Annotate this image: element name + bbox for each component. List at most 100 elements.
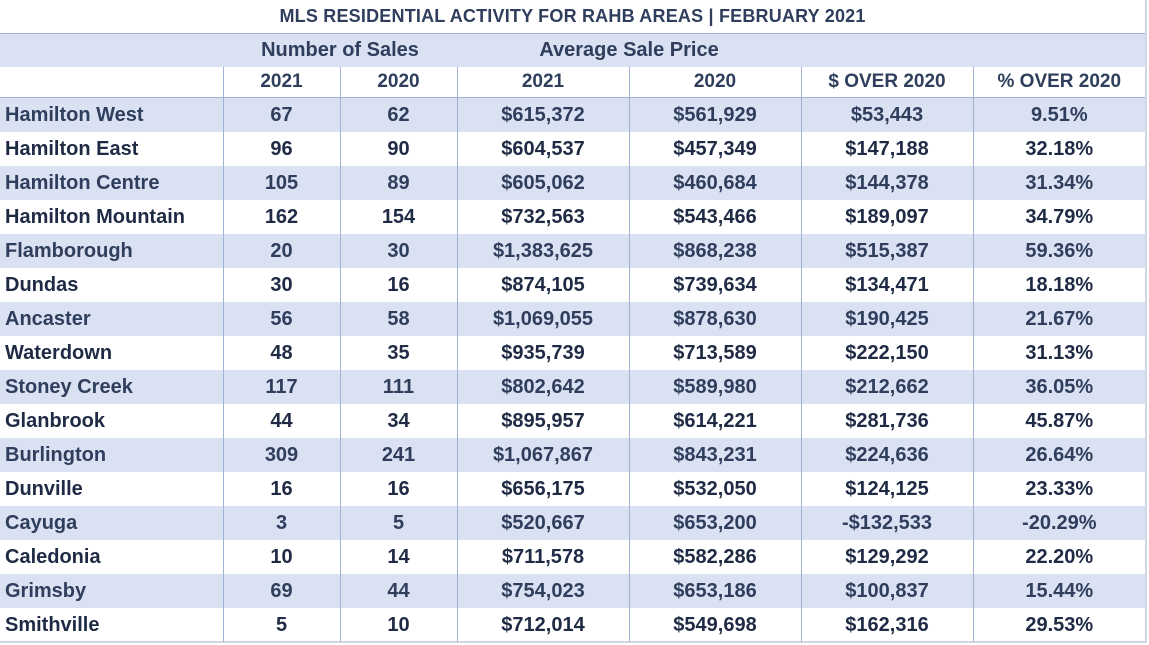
dollar-over-cell: $224,636 <box>800 438 973 472</box>
sales-2021-cell: 44 <box>222 404 340 438</box>
table-row: Flamborough 20 30 $1,383,625 $868,238 $515,38… <box>0 234 1146 268</box>
price-2021-cell: $520,667 <box>456 506 629 540</box>
column-header-price-2021: 2021 <box>456 67 629 98</box>
sales-2020-cell: 62 <box>339 97 457 132</box>
table-row: Burlington 309 241 $1,067,867 $843,231 $224,6… <box>0 438 1146 472</box>
area-cell: Dunville <box>5 477 83 500</box>
table-row: Ancaster 56 58 $1,069,055 $878,630 $190,425 21… <box>0 302 1146 336</box>
price-2021-cell: $605,062 <box>456 166 629 200</box>
column-header-area <box>0 67 223 98</box>
price-2021-cell: $604,537 <box>456 132 629 166</box>
sales-2021-cell: 30 <box>222 268 340 302</box>
group-header-blank <box>973 33 1146 67</box>
price-2020-cell: $713,589 <box>628 336 801 370</box>
area-cell: Hamilton West <box>0 97 223 132</box>
price-2020-cell: $457,349 <box>628 132 801 166</box>
sales-2021-cell: 117 <box>222 370 340 404</box>
percent-over-cell: 23.33% <box>972 472 1146 506</box>
price-2020-cell: $543,466 <box>628 200 801 234</box>
group-header-blank <box>801 33 973 67</box>
dollar-over-cell: $124,125 <box>800 472 973 506</box>
table-row: Hamilton West 67 62 $615,372 $561,929 $53,443… <box>0 97 1146 132</box>
area-cell: Cayuga <box>0 506 223 540</box>
sales-2020-cell: 90 <box>339 132 457 166</box>
table-row: Hamilton Centre 105 89 $605,062 $460,684 $144… <box>0 166 1146 200</box>
dollar-over-cell: $222,150 <box>800 336 973 370</box>
percent-over-cell: 22.20% <box>972 540 1146 574</box>
sales-2020-cell: 5 <box>339 506 457 540</box>
sales-2020-cell: 44 <box>339 574 457 608</box>
area-cell: Hamilton Centre <box>0 166 223 200</box>
table-row: Dunville 16 16 $656,175 $532,050 $124,125 23.3… <box>0 472 1146 506</box>
sales-2020-cell: 30 <box>339 234 457 268</box>
sales-2021-cell: 56 <box>222 302 340 336</box>
table-row: Waterdown 48 35 $935,739 $713,589 $222,150 31.… <box>0 336 1146 370</box>
sales-2021-cell: 67 <box>222 97 340 132</box>
table-row: Glanbrook 44 34 $895,957 $614,221 $281,736 45.… <box>0 404 1146 438</box>
sales-2020-cell: 241 <box>339 438 457 472</box>
table-row: Hamilton Mountain 162 154 $732,563 $543,466 $… <box>0 200 1146 234</box>
percent-over-cell: 15.44% <box>972 574 1146 608</box>
price-2020-cell: $868,238 <box>628 234 801 268</box>
area-cell: Hamilton East <box>5 137 139 160</box>
area-cell: Glanbrook <box>5 409 106 432</box>
dollar-over-cell: $189,097 <box>800 200 973 234</box>
price-2021-cell: $615,372 <box>456 97 629 132</box>
percent-over-cell: 9.51% <box>972 97 1146 132</box>
price-2020-cell: $614,221 <box>628 404 801 438</box>
table-row: Dundas 30 16 $874,105 $739,634 $134,471 18.18% <box>0 268 1146 302</box>
sales-2020-cell: 16 <box>339 472 457 506</box>
area-cell: Burlington <box>0 438 223 472</box>
price-2021-cell: $935,739 <box>456 336 629 370</box>
price-2020-cell: $549,698 <box>628 608 801 642</box>
area-cell: Ancaster <box>0 302 223 336</box>
column-header-row: 2021 2020 2021 2020 $ OVER 2020 % OVER 2… <box>0 67 1146 98</box>
percent-over-cell: 26.64% <box>972 438 1146 472</box>
sales-2020-cell: 10 <box>339 608 457 642</box>
area-cell: Hamilton Mountain <box>5 205 185 228</box>
column-header-sales-2020: 2020 <box>339 67 457 98</box>
sales-2021-cell: 105 <box>222 166 340 200</box>
price-2020-cell: $532,050 <box>628 472 801 506</box>
sales-2020-cell: 16 <box>339 268 457 302</box>
table-row: Caledonia 10 14 $711,578 $582,286 $129,292 22.… <box>0 540 1146 574</box>
area-cell: Dundas <box>5 273 79 296</box>
area-cell: Caledonia <box>5 545 101 568</box>
sales-2020-cell: 58 <box>339 302 457 336</box>
dollar-over-cell: $129,292 <box>800 540 973 574</box>
price-2021-cell: $712,014 <box>456 608 629 642</box>
sales-2021-cell: 48 <box>222 336 340 370</box>
sales-2021-cell: 309 <box>222 438 340 472</box>
percent-over-cell: 31.13% <box>972 336 1146 370</box>
table-row: Grimsby 69 44 $754,023 $653,186 $100,837 15.44… <box>0 574 1146 608</box>
percent-over-cell: 32.18% <box>972 132 1146 166</box>
price-2020-cell: $460,684 <box>628 166 801 200</box>
price-2020-cell: $878,630 <box>628 302 801 336</box>
sales-2020-cell: 14 <box>339 540 457 574</box>
percent-over-cell: 21.67% <box>972 302 1146 336</box>
table-row: Smithville 5 10 $712,014 $549,698 $162,316 29.… <box>0 608 1146 642</box>
dollar-over-cell: $144,378 <box>800 166 973 200</box>
price-2020-cell: $582,286 <box>628 540 801 574</box>
price-2021-cell: $732,563 <box>456 200 629 234</box>
sales-2021-cell: 5 <box>222 608 340 642</box>
price-2020-cell: $739,634 <box>628 268 801 302</box>
sales-2020-cell: 154 <box>339 200 457 234</box>
area-cell: Smithville <box>5 613 100 636</box>
price-2021-cell: $874,105 <box>456 268 629 302</box>
percent-over-cell: -20.29% <box>972 506 1146 540</box>
dollar-over-cell: $515,387 <box>800 234 973 268</box>
table-row: Stoney Creek 117 111 $802,642 $589,980 $212,6… <box>0 370 1146 404</box>
sales-2020-cell: 111 <box>339 370 457 404</box>
area-cell: Grimsby <box>0 574 223 608</box>
percent-over-cell: 18.18% <box>972 268 1146 302</box>
percent-over-cell: 29.53% <box>972 608 1146 642</box>
dollar-over-cell: $147,188 <box>800 132 973 166</box>
dollar-over-cell: $53,443 <box>800 97 973 132</box>
price-2020-cell: $843,231 <box>628 438 801 472</box>
dollar-over-cell: $281,736 <box>800 404 973 438</box>
sales-2021-cell: 10 <box>222 540 340 574</box>
price-2020-cell: $653,186 <box>628 574 801 608</box>
